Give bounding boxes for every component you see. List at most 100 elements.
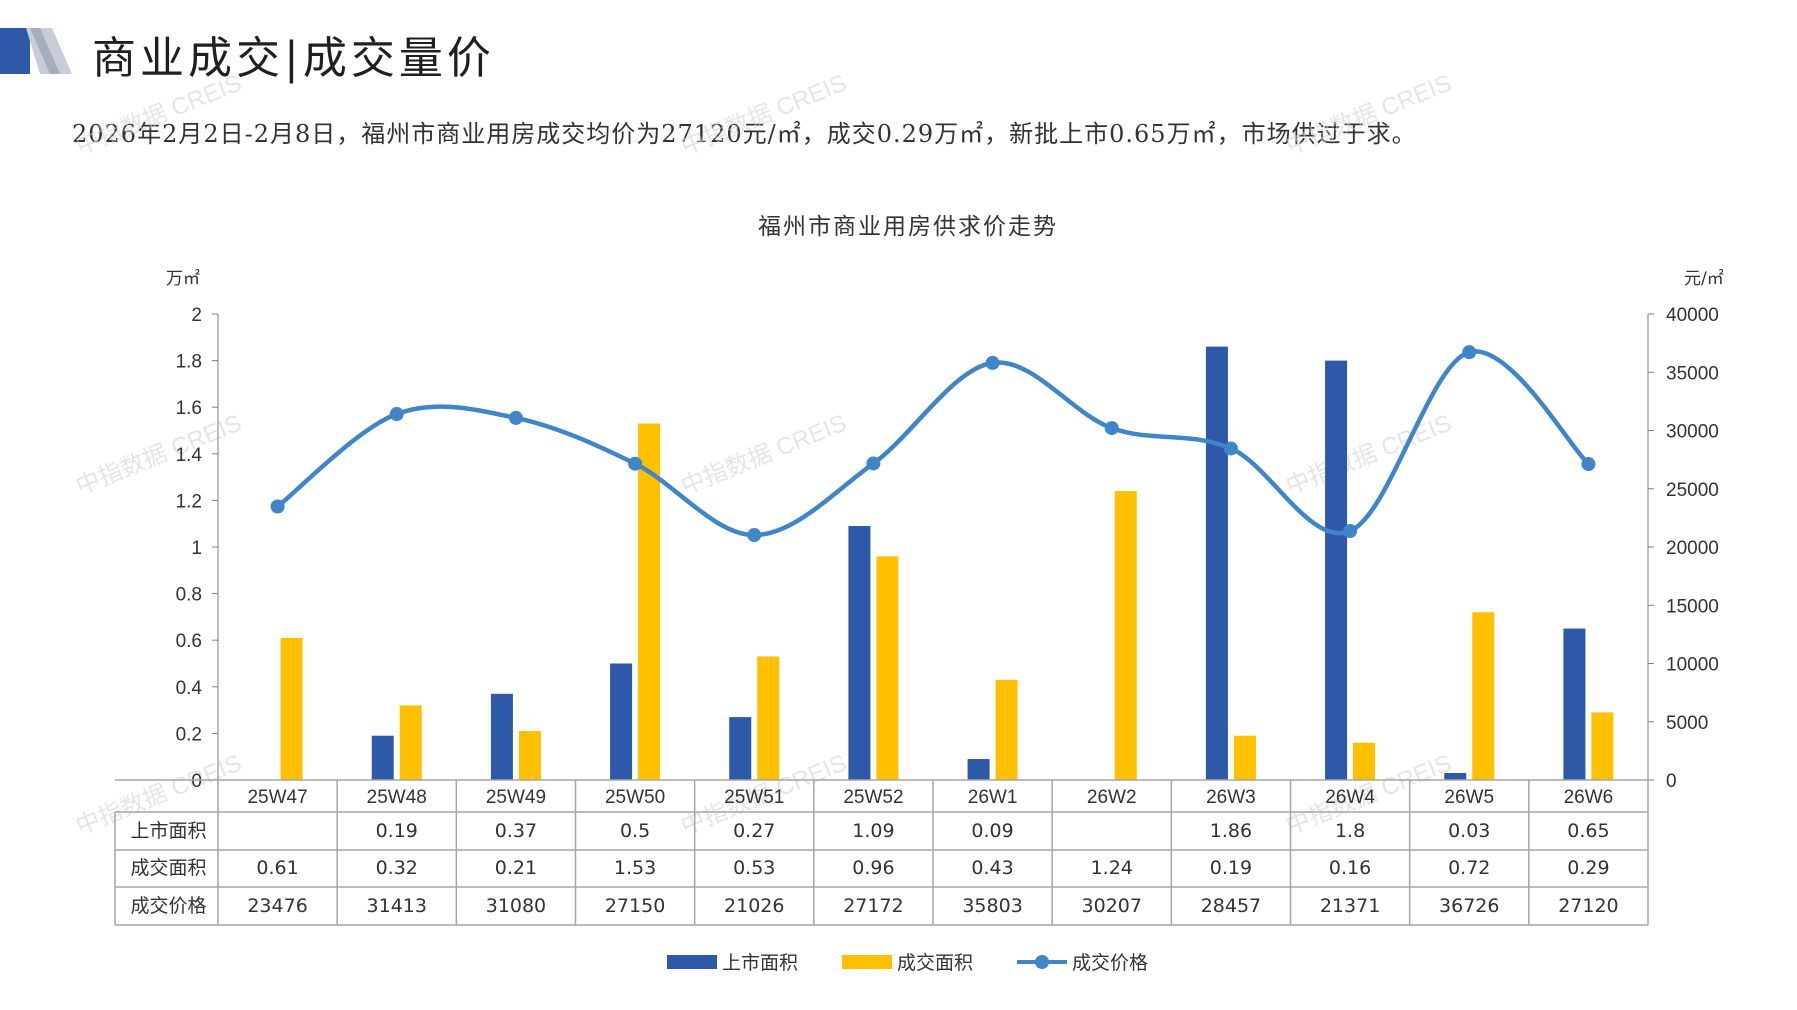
data-label: 0.53 (733, 857, 775, 879)
deal-bar (876, 556, 899, 780)
data-label: 27150 (605, 895, 665, 917)
data-label: 0.5 (620, 820, 650, 842)
data-label: 21026 (724, 895, 784, 917)
category-label: 25W48 (367, 787, 427, 808)
row-header: 上市面积 (130, 820, 206, 842)
watermark: 中指数据 CREIS (1282, 70, 1455, 161)
category-label: 25W51 (724, 787, 784, 808)
right-tick-label: 25000 (1666, 480, 1719, 501)
price-point (747, 528, 762, 543)
data-label: 23476 (247, 895, 307, 917)
category-label: 26W1 (968, 787, 1018, 808)
watermark: 中指数据 CREIS (677, 70, 850, 161)
left-tick-label: 2 (191, 305, 202, 326)
category-label: 25W47 (247, 787, 307, 808)
data-label: 0.72 (1448, 857, 1490, 879)
left-tick-label: 1.4 (176, 445, 203, 466)
right-tick-label: 5000 (1666, 713, 1708, 734)
category-label: 26W6 (1564, 787, 1614, 808)
data-label: 0.27 (733, 820, 775, 842)
right-tick-label: 35000 (1666, 363, 1719, 384)
watermark: 中指数据 CREIS (72, 410, 245, 501)
deal-bar (518, 731, 541, 780)
deal-bar (638, 423, 661, 780)
supply-bar (729, 717, 752, 780)
watermark: 中指数据 CREIS (677, 410, 850, 501)
price-point (389, 407, 404, 422)
supply-bar (1444, 773, 1467, 780)
data-label: 0.37 (495, 820, 537, 842)
data-label: 0.96 (852, 857, 894, 879)
price-point (1462, 345, 1477, 360)
legend-label-supply: 上市面积 (722, 952, 798, 974)
supply-bar (490, 693, 513, 780)
axes: 0 0.2 0.4 0.6 0.8 1 1.2 1.4 1.6 1.8 2 0 5000 10000 150… (176, 305, 1719, 792)
data-label: 0.19 (1210, 857, 1252, 879)
left-tick-label: 0.8 (176, 585, 202, 606)
deal-bar (1114, 491, 1137, 780)
supply-bar (610, 663, 633, 780)
summary-text: 2026年2月2日-2月8日，福州市商业用房成交均价为27120元/㎡，成交0.… (72, 120, 1417, 148)
category-label: 26W3 (1206, 787, 1256, 808)
chart-title: 福州市商业用房供求价走势 (758, 214, 1058, 240)
legend-label-price: 成交价格 (1072, 952, 1148, 974)
category-label: 26W5 (1444, 787, 1494, 808)
data-label: 1.53 (614, 857, 656, 879)
left-tick-label: 0 (191, 771, 202, 792)
price-point (508, 410, 523, 425)
price-point (1104, 421, 1119, 436)
data-label: 0.21 (495, 857, 537, 879)
left-tick-label: 1 (191, 538, 202, 559)
deal-bar (1233, 735, 1256, 780)
legend-swatch-deal (842, 955, 892, 969)
data-label: 35803 (962, 895, 1022, 917)
page-title: 商业成交|成交量价 (92, 33, 495, 84)
data-label: 1.24 (1091, 857, 1133, 879)
right-axis-unit: 元/㎡ (1684, 269, 1724, 289)
price-line (270, 345, 1596, 543)
price-point (866, 456, 881, 471)
supply-bar (967, 759, 990, 780)
deal-bar (995, 679, 1018, 780)
deal-bar (280, 637, 303, 780)
data-label: 0.16 (1329, 857, 1371, 879)
supply-bar (371, 735, 394, 780)
data-label: 1.8 (1335, 820, 1365, 842)
data-label: 36726 (1439, 895, 1499, 917)
data-label: 21371 (1320, 895, 1380, 917)
left-tick-label: 0.2 (176, 724, 202, 745)
left-tick-label: 1.2 (176, 491, 202, 512)
data-label: 31080 (486, 895, 546, 917)
legend-swatch-price-dot (1035, 955, 1049, 969)
right-tick-label: 20000 (1666, 538, 1719, 559)
left-tick-label: 0.4 (176, 678, 203, 699)
legend: 上市面积 成交面积 成交价格 (667, 952, 1148, 974)
category-label: 25W49 (486, 787, 546, 808)
data-table: 25W47 25W48 25W49 25W50 25W51 25W52 26W1 26W2 26… (114, 779, 1649, 926)
data-label: 0.43 (971, 857, 1013, 879)
data-label: 31413 (367, 895, 427, 917)
data-label: 27120 (1558, 895, 1618, 917)
data-label: 0.65 (1567, 820, 1609, 842)
right-tick-label: 0 (1666, 771, 1677, 792)
deal-bar (1472, 612, 1495, 780)
supply-bar (1325, 360, 1348, 780)
category-label: 26W4 (1325, 787, 1375, 808)
supply-bar (1205, 346, 1228, 780)
data-label: 30207 (1082, 895, 1142, 917)
data-label: 0.61 (256, 857, 298, 879)
price-point (1581, 457, 1596, 472)
data-label: 0.09 (971, 820, 1013, 842)
right-tick-label: 30000 (1666, 422, 1719, 443)
watermark: 中指数据 CREIS (1282, 410, 1455, 501)
data-label: 0.29 (1567, 857, 1609, 879)
data-label: 0.03 (1448, 820, 1490, 842)
category-label: 26W2 (1087, 787, 1137, 808)
row-header: 成交价格 (130, 895, 206, 917)
data-label: 0.19 (376, 820, 418, 842)
deal-bar (757, 656, 780, 780)
left-tick-label: 1.8 (176, 352, 202, 373)
price-point (1223, 441, 1238, 456)
data-label: 1.86 (1210, 820, 1252, 842)
right-tick-label: 40000 (1666, 305, 1719, 326)
